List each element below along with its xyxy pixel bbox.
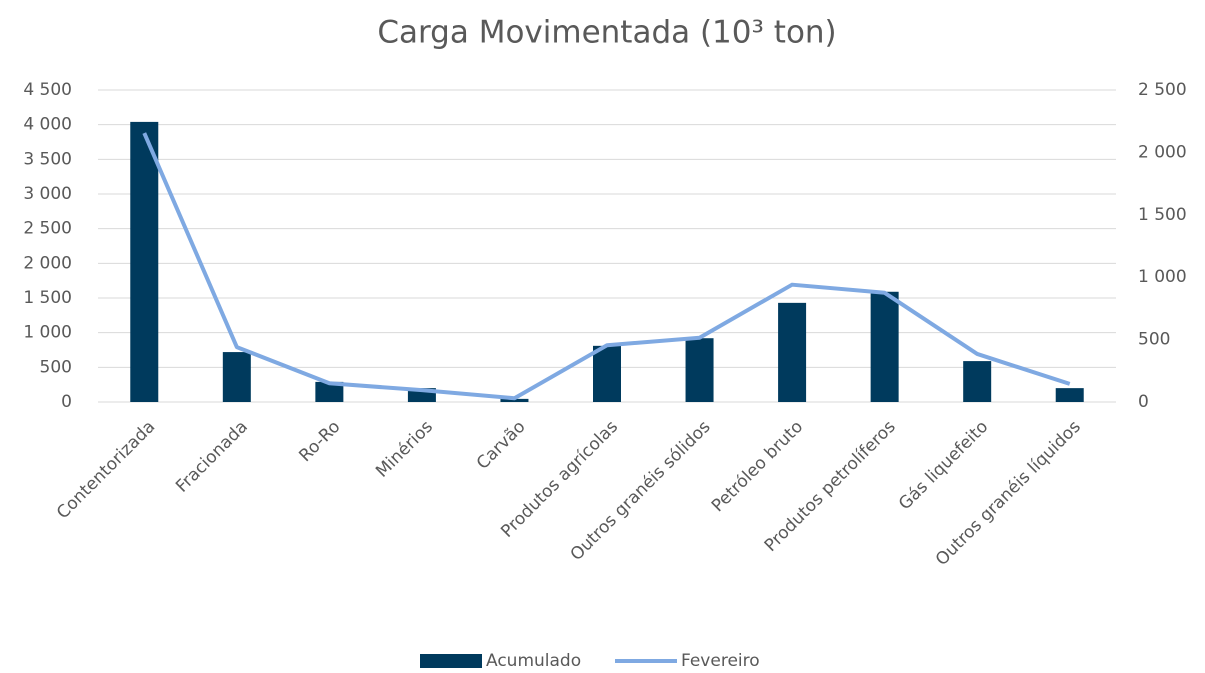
x-tick-label: Petróleo bruto (708, 417, 807, 516)
y-tick-label: 4 000 (23, 115, 72, 135)
x-tick-label: Gás liquefeito (895, 417, 992, 514)
x-tick-label: Fracionada (172, 417, 252, 497)
bar (1055, 388, 1084, 402)
y2-tick-label: 1 000 (1138, 267, 1187, 287)
bar (593, 345, 621, 402)
bar (870, 291, 899, 402)
bar (685, 338, 714, 402)
y2-tick-label: 500 (1138, 330, 1170, 350)
y-tick-label: 1 500 (23, 288, 72, 308)
line (142, 132, 1071, 401)
y-tick-label: 500 (40, 357, 72, 377)
y2-tick-label: 2 500 (1138, 80, 1187, 100)
chart-title: Carga Movimentada (10³ ton) (377, 15, 836, 51)
y-tick-label: 3 500 (23, 149, 72, 169)
bar (963, 361, 992, 402)
bar (222, 352, 251, 402)
y2-tick-label: 2 000 (1138, 142, 1187, 162)
y-tick-label: 0 (61, 392, 72, 412)
y-tick-label: 2 500 (23, 219, 72, 239)
x-tick-label: Minérios (372, 417, 437, 482)
y-tick-label: 3 000 (23, 184, 72, 204)
y-tick-label: 2 000 (23, 253, 72, 273)
bar (778, 302, 807, 402)
y2-tick-label: 0 (1138, 392, 1149, 412)
y2-tick-label: 1 500 (1138, 205, 1187, 225)
bar (315, 381, 344, 402)
legend-swatch (420, 654, 482, 668)
legend-label: Acumulado (486, 651, 581, 671)
x-tick-label: Carvão (473, 417, 530, 474)
legend-label: Fevereiro (681, 651, 760, 671)
bar (130, 121, 159, 402)
y-tick-label: 4 500 (23, 80, 72, 100)
y-tick-label: 1 000 (23, 323, 72, 343)
bar (500, 398, 529, 402)
x-tick-label: Ro-Ro (295, 417, 344, 466)
x-tick-label: Contentorizada (53, 417, 159, 523)
